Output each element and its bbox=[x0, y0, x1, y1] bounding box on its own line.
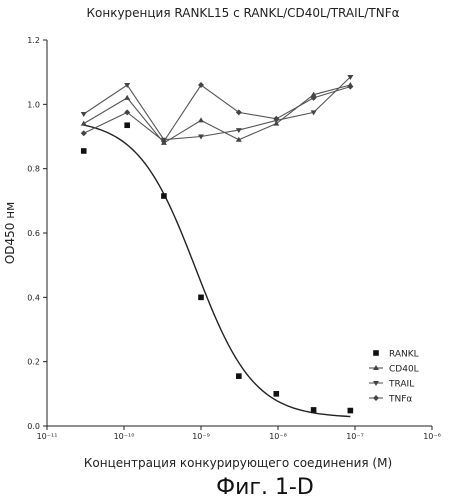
y-tick-label: 1.0 bbox=[27, 100, 40, 109]
series-tnf bbox=[80, 82, 354, 145]
data-point-trail bbox=[124, 83, 131, 89]
legend-marker bbox=[373, 381, 379, 386]
data-point-rankl bbox=[273, 391, 280, 397]
y-tick-label: 1.2 bbox=[27, 36, 40, 45]
series-layer bbox=[80, 74, 354, 418]
line-tnf bbox=[83, 84, 351, 143]
data-point-tnf bbox=[80, 130, 87, 137]
data-point-rankl bbox=[124, 122, 130, 129]
y-tick-label: 0.4 bbox=[27, 293, 40, 302]
chart-title: Конкуренция RANKL15 с RANKL/CD40L/TRAIL/… bbox=[86, 6, 399, 20]
y-tick-label: 0.2 bbox=[27, 358, 40, 367]
x-tick-label: 10⁻⁸ bbox=[269, 432, 287, 441]
legend-label: TNFα bbox=[388, 395, 412, 405]
y-axis-ticks: 0.0 0.2 0.4 0.6 0.8 1.0 1.2 bbox=[27, 36, 47, 431]
fit-curve-rankl bbox=[83, 124, 351, 418]
y-tick-label: 0.6 bbox=[27, 229, 40, 238]
x-tick-label: 10⁻¹¹ bbox=[37, 432, 58, 441]
data-point-tnf bbox=[124, 109, 131, 116]
line-trail bbox=[83, 76, 351, 141]
x-axis-label: Концентрация конкурирующего соединения (… bbox=[84, 456, 392, 470]
y-tick-label: 0.8 bbox=[27, 165, 40, 174]
x-tick-label: 10⁻⁹ bbox=[192, 432, 210, 441]
legend-label: RANKL bbox=[389, 350, 419, 360]
data-point-tnf bbox=[235, 109, 242, 116]
data-point-trail bbox=[310, 110, 317, 116]
data-point-rankl bbox=[310, 407, 317, 413]
line-cd40l bbox=[83, 84, 351, 144]
series-trail bbox=[80, 74, 354, 143]
legend-item-cd40l: CD40L bbox=[369, 365, 419, 375]
data-point-cd40l bbox=[80, 120, 87, 126]
data-point-rankl bbox=[80, 148, 87, 154]
y-tick-label: 0.0 bbox=[27, 422, 40, 431]
data-point-cd40l bbox=[310, 91, 317, 97]
data-point-rankl bbox=[347, 407, 354, 414]
legend-label: CD40L bbox=[389, 365, 419, 375]
x-tick-label: 10⁻⁶ bbox=[423, 432, 441, 441]
data-point-trail bbox=[198, 134, 204, 140]
series-rankl bbox=[80, 122, 354, 418]
data-point-tnf bbox=[160, 138, 167, 145]
x-tick-label: 10⁻⁷ bbox=[346, 432, 364, 441]
data-point-cd40l bbox=[124, 94, 131, 100]
legend-item-rankl: RANKL bbox=[373, 350, 419, 360]
data-point-rankl bbox=[161, 193, 167, 199]
figure-caption: Фиг. 1-D bbox=[216, 475, 314, 500]
y-axis-label: OD450 нм bbox=[3, 202, 17, 264]
data-point-cd40l bbox=[198, 117, 204, 123]
legend-marker bbox=[373, 365, 379, 370]
legend: RANKL CD40L TRAIL TNFα bbox=[369, 350, 419, 405]
series-cd40l bbox=[80, 82, 354, 145]
legend-item-tnf: TNFα bbox=[369, 395, 412, 405]
data-point-rankl bbox=[236, 373, 242, 379]
data-point-trail bbox=[235, 128, 242, 134]
data-point-rankl bbox=[198, 294, 204, 301]
data-point-tnf bbox=[273, 115, 280, 122]
data-point-cd40l bbox=[235, 136, 242, 142]
data-point-tnf bbox=[198, 82, 204, 89]
x-tick-label: 10⁻¹⁰ bbox=[114, 432, 135, 441]
data-point-trail bbox=[80, 111, 87, 117]
legend-marker bbox=[373, 395, 379, 401]
legend-marker bbox=[373, 350, 379, 356]
data-point-trail bbox=[347, 74, 354, 80]
data-point-tnf bbox=[347, 83, 354, 90]
legend-item-trail: TRAIL bbox=[369, 380, 414, 390]
x-axis-ticks: 10⁻¹¹ 10⁻¹⁰ 10⁻⁹ 10⁻⁸ 10⁻⁷ 10⁻⁶ bbox=[37, 426, 441, 441]
legend-label: TRAIL bbox=[388, 380, 414, 390]
data-point-tnf bbox=[310, 94, 317, 101]
